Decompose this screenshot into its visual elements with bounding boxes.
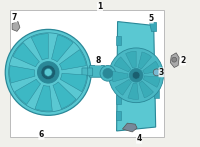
Text: 2: 2 [180, 56, 186, 65]
Polygon shape [170, 53, 179, 67]
Wedge shape [139, 81, 153, 98]
Text: 4: 4 [136, 134, 142, 143]
Bar [154, 90, 159, 98]
Text: 7: 7 [11, 13, 17, 22]
Circle shape [153, 69, 160, 76]
Wedge shape [52, 35, 73, 62]
Text: 5: 5 [148, 14, 153, 23]
Polygon shape [117, 22, 156, 131]
FancyBboxPatch shape [89, 66, 105, 77]
Wedge shape [115, 79, 132, 95]
Wedge shape [53, 82, 76, 109]
Bar [116, 36, 121, 45]
Bar [116, 95, 121, 104]
Circle shape [5, 29, 91, 115]
Circle shape [129, 69, 143, 82]
Wedge shape [35, 85, 52, 111]
Circle shape [41, 65, 56, 80]
Wedge shape [10, 66, 35, 83]
Wedge shape [138, 52, 152, 69]
Circle shape [132, 71, 140, 79]
Wedge shape [126, 51, 136, 68]
Wedge shape [112, 71, 128, 82]
Wedge shape [114, 57, 131, 72]
Bar [116, 56, 121, 65]
FancyBboxPatch shape [82, 68, 93, 76]
Wedge shape [128, 83, 139, 99]
Circle shape [109, 48, 163, 103]
Bar [116, 111, 121, 120]
Wedge shape [60, 73, 87, 92]
Wedge shape [13, 43, 39, 67]
Polygon shape [122, 123, 137, 132]
Text: 8: 8 [95, 56, 101, 65]
Polygon shape [12, 22, 20, 31]
Wedge shape [15, 79, 41, 104]
Circle shape [44, 69, 52, 76]
Wedge shape [143, 61, 160, 74]
Circle shape [103, 69, 113, 78]
Text: 3: 3 [159, 68, 164, 77]
Wedge shape [143, 76, 160, 87]
Text: 1: 1 [97, 2, 103, 11]
Circle shape [172, 57, 177, 62]
Bar [154, 61, 159, 69]
Wedge shape [59, 50, 86, 70]
Text: 6: 6 [39, 130, 44, 139]
Circle shape [100, 66, 116, 81]
Bar [10, 10, 164, 137]
Circle shape [37, 62, 59, 83]
Wedge shape [31, 34, 48, 60]
Polygon shape [149, 22, 156, 31]
